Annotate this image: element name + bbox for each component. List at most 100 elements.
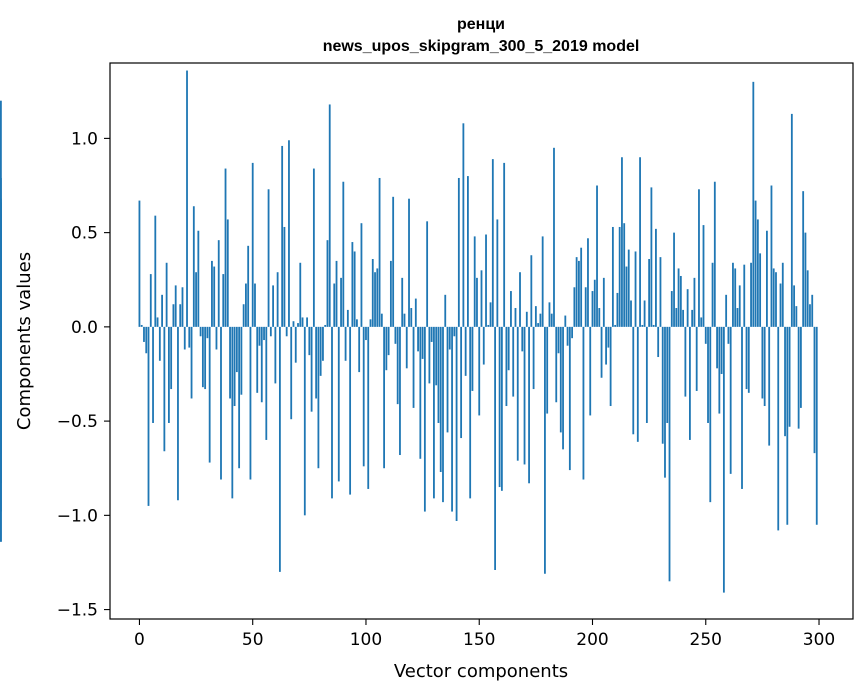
bar-213: [621, 157, 623, 327]
bar-75: [308, 326, 311, 356]
bar-140: [455, 326, 458, 521]
bar-275: [761, 326, 764, 399]
bar-210: [614, 324, 617, 327]
bar-249: [702, 225, 705, 327]
bar-292: [799, 326, 802, 408]
bar-263: [734, 268, 737, 327]
bar-202: [596, 185, 598, 327]
bar-280: [772, 268, 775, 327]
bar-162: [505, 326, 508, 407]
bar-149: [476, 277, 478, 327]
bar-41: [231, 326, 234, 499]
bar-286: [786, 326, 789, 525]
bar-126: [423, 326, 426, 512]
bar-83: [326, 240, 329, 327]
bar-221: [639, 157, 641, 327]
bar-134: [442, 326, 444, 503]
bar-80: [319, 326, 322, 376]
bar-105: [376, 268, 379, 327]
bar-279: [770, 185, 773, 327]
bar-18: [179, 304, 182, 327]
bar-164: [510, 291, 512, 327]
bar-195: [580, 247, 583, 327]
bar-270: [750, 262, 752, 327]
bar-127: [426, 221, 429, 327]
bar-108: [383, 326, 385, 469]
bar-187: [562, 326, 564, 450]
bar-232: [664, 326, 666, 478]
bar-178: [541, 236, 544, 327]
bar-98: [360, 223, 363, 327]
bar-113: [394, 326, 397, 344]
bar-57: [267, 189, 270, 327]
bar-37: [222, 274, 225, 327]
bar-226: [650, 187, 653, 327]
bar-69: [294, 326, 297, 363]
bar-219: [634, 251, 637, 327]
bar-271: [752, 81, 755, 327]
bar-188: [564, 315, 567, 327]
bar-120: [410, 308, 413, 327]
bar-34: [215, 326, 218, 350]
bar-77: [312, 168, 315, 327]
bar-4: [147, 326, 150, 506]
bar-151: [480, 270, 483, 327]
bar-203: [598, 308, 601, 327]
bar-215: [625, 266, 628, 327]
bar-182: [550, 313, 553, 327]
bar-152: [482, 326, 485, 365]
bar-45: [240, 326, 243, 395]
bar-50: [251, 162, 254, 327]
bar-13: [167, 326, 170, 423]
bar-262: [732, 262, 734, 327]
bar-168: [519, 272, 521, 327]
x-tick-label: 50: [242, 630, 264, 650]
bar-211: [616, 292, 619, 327]
bar-101: [367, 326, 370, 489]
y-tick-label: 0.0: [71, 318, 98, 338]
bar-138: [451, 326, 453, 512]
bar-64: [283, 226, 286, 327]
bar-180: [546, 326, 549, 414]
bar-285: [784, 326, 786, 437]
bar-298: [813, 326, 816, 454]
bar-21: [186, 70, 188, 327]
bar-118: [405, 326, 408, 369]
bar-125: [421, 326, 424, 359]
y-tick-label: −0.5: [57, 412, 98, 432]
bar-39: [226, 219, 229, 327]
bar-208: [609, 326, 612, 407]
bar-290: [795, 306, 798, 327]
bar-30: [206, 326, 209, 339]
bar-216: [627, 249, 630, 327]
bar-199: [589, 326, 592, 416]
x-tick-label: 200: [576, 630, 608, 650]
bar-254: [713, 181, 716, 327]
bar-299: [815, 326, 818, 525]
bar-1: [140, 324, 143, 327]
bar-250: [704, 326, 707, 344]
bar-24: [192, 206, 195, 327]
bar-117: [403, 313, 406, 327]
bar-65: [285, 326, 288, 337]
bar-167: [516, 326, 519, 461]
bar-258: [722, 326, 725, 593]
bar-174: [532, 326, 535, 390]
bar-287: [788, 326, 791, 427]
bar-240: [682, 309, 685, 327]
bar-144: [464, 326, 467, 376]
bar-88: [337, 326, 340, 482]
bar-95: [353, 251, 356, 327]
bar-294: [804, 232, 807, 327]
bar-90: [342, 181, 345, 327]
bar-229: [657, 326, 660, 358]
bar-264: [736, 308, 739, 327]
bar-260: [727, 326, 730, 344]
bar-100: [365, 326, 367, 341]
bar-223: [643, 300, 646, 327]
bar-136: [446, 326, 449, 433]
bar-163: [507, 326, 510, 371]
bar-48: [247, 245, 250, 327]
bar-172: [528, 326, 530, 484]
